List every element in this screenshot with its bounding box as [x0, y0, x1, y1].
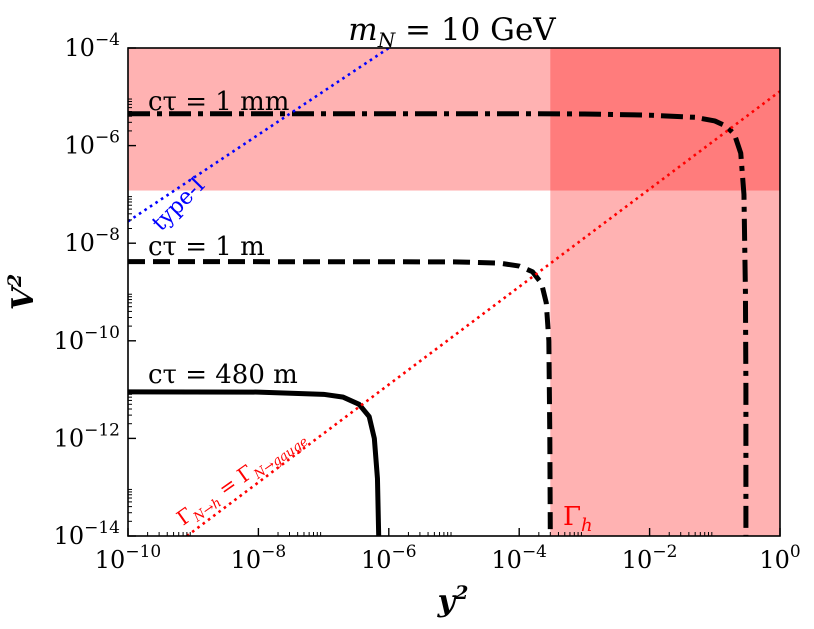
- x-axis-label-symbol: y: [437, 584, 458, 619]
- x-tick-label: 10−6: [361, 542, 417, 574]
- x-tick-label-base: 10: [759, 546, 790, 574]
- chart-title-symbol: m: [348, 12, 377, 48]
- x-tick-label-exponent: −2: [652, 542, 677, 562]
- y-tick-label-exponent: −4: [95, 30, 120, 50]
- x-tick-label-exponent: −6: [392, 542, 417, 562]
- y-tick-label: 10−12: [54, 420, 120, 452]
- y-tick-label: 10−14: [54, 518, 120, 550]
- y-tick-label-base: 10: [64, 132, 95, 160]
- x-tick-label-base: 10: [491, 546, 522, 574]
- series-line-gamma-equality: [186, 90, 780, 536]
- shaded-region-v2-band: [128, 48, 780, 191]
- plot-area: [128, 48, 780, 536]
- region-label-gamma-h-symbol: Γ: [563, 502, 581, 532]
- x-tick-label: 10−2: [622, 542, 678, 574]
- curve-label-gamma-equality: ΓN→h = ΓN→gauge: [172, 423, 311, 533]
- y-axis-label-power: 2: [4, 274, 26, 288]
- curve-label-ctau-1mm: cτ = 1 mm: [148, 87, 289, 117]
- x-tick-label: 10−8: [231, 542, 287, 574]
- series-line-ctau-480m: [128, 389, 382, 536]
- y-tick-label-exponent: −12: [84, 420, 120, 440]
- y-tick-label-base: 10: [54, 424, 85, 452]
- x-axis-label-power: 2: [454, 582, 468, 604]
- x-tick-label-base: 10: [361, 546, 392, 574]
- gamma-equality-part: N→gauge: [251, 434, 312, 483]
- y-tick-label: 10−8: [64, 225, 120, 257]
- x-tick-label: 10−4: [491, 542, 547, 574]
- x-tick-label-base: 10: [95, 546, 126, 574]
- region-label-gamma-h: Γh: [563, 502, 593, 536]
- x-tick-label-exponent: −10: [125, 542, 161, 562]
- chart-title: mN = 10 GeV: [348, 12, 556, 52]
- region-label-gamma-h-subscript: h: [581, 515, 593, 536]
- x-tick-label-base: 10: [622, 546, 653, 574]
- chart-title-rest: = 10 GeV: [395, 12, 556, 48]
- shaded-region-gamma-h-band: [550, 48, 780, 536]
- x-tick-label-exponent: −8: [261, 542, 286, 562]
- x-tick-label: 100: [759, 542, 800, 574]
- y-tick-label: 10−10: [54, 323, 120, 355]
- y-tick-label: 10−6: [64, 128, 120, 160]
- curve-label-ctau-1m: cτ = 1 m: [148, 232, 265, 262]
- plot-frame: [127, 47, 781, 537]
- x-axis-label: y2: [437, 582, 469, 619]
- y-tick-label-exponent: −8: [95, 225, 120, 245]
- x-axis-ticks: 10−10 10−8 10−6 10−4 10−2 100: [95, 528, 801, 574]
- series-line-ctau-1mm: [128, 111, 749, 536]
- x-tick-label-exponent: 0: [790, 542, 801, 562]
- y-tick-label-base: 10: [54, 522, 85, 550]
- y-tick-label-exponent: −6: [95, 128, 120, 148]
- y-tick-label-base: 10: [64, 229, 95, 257]
- y-tick-label-base: 10: [54, 327, 85, 355]
- series-line-ctau-1m: [128, 259, 553, 536]
- y-tick-label-base: 10: [64, 34, 95, 62]
- x-tick-label: 10−10: [95, 542, 161, 574]
- series-lines: [128, 48, 780, 536]
- y-tick-label-exponent: −10: [84, 323, 120, 343]
- x-tick-label-base: 10: [231, 546, 262, 574]
- chart-title-subscript: N: [377, 28, 397, 52]
- y-axis-label: V2: [4, 274, 41, 311]
- x-tick-label-exponent: −4: [522, 542, 547, 562]
- shaded-regions: [128, 48, 780, 536]
- y-tick-label: 10−4: [64, 30, 120, 62]
- y-tick-label-exponent: −14: [84, 518, 120, 538]
- y-axis-label-symbol: V: [6, 284, 41, 310]
- curve-label-ctau-480m: cτ = 480 m: [148, 360, 298, 390]
